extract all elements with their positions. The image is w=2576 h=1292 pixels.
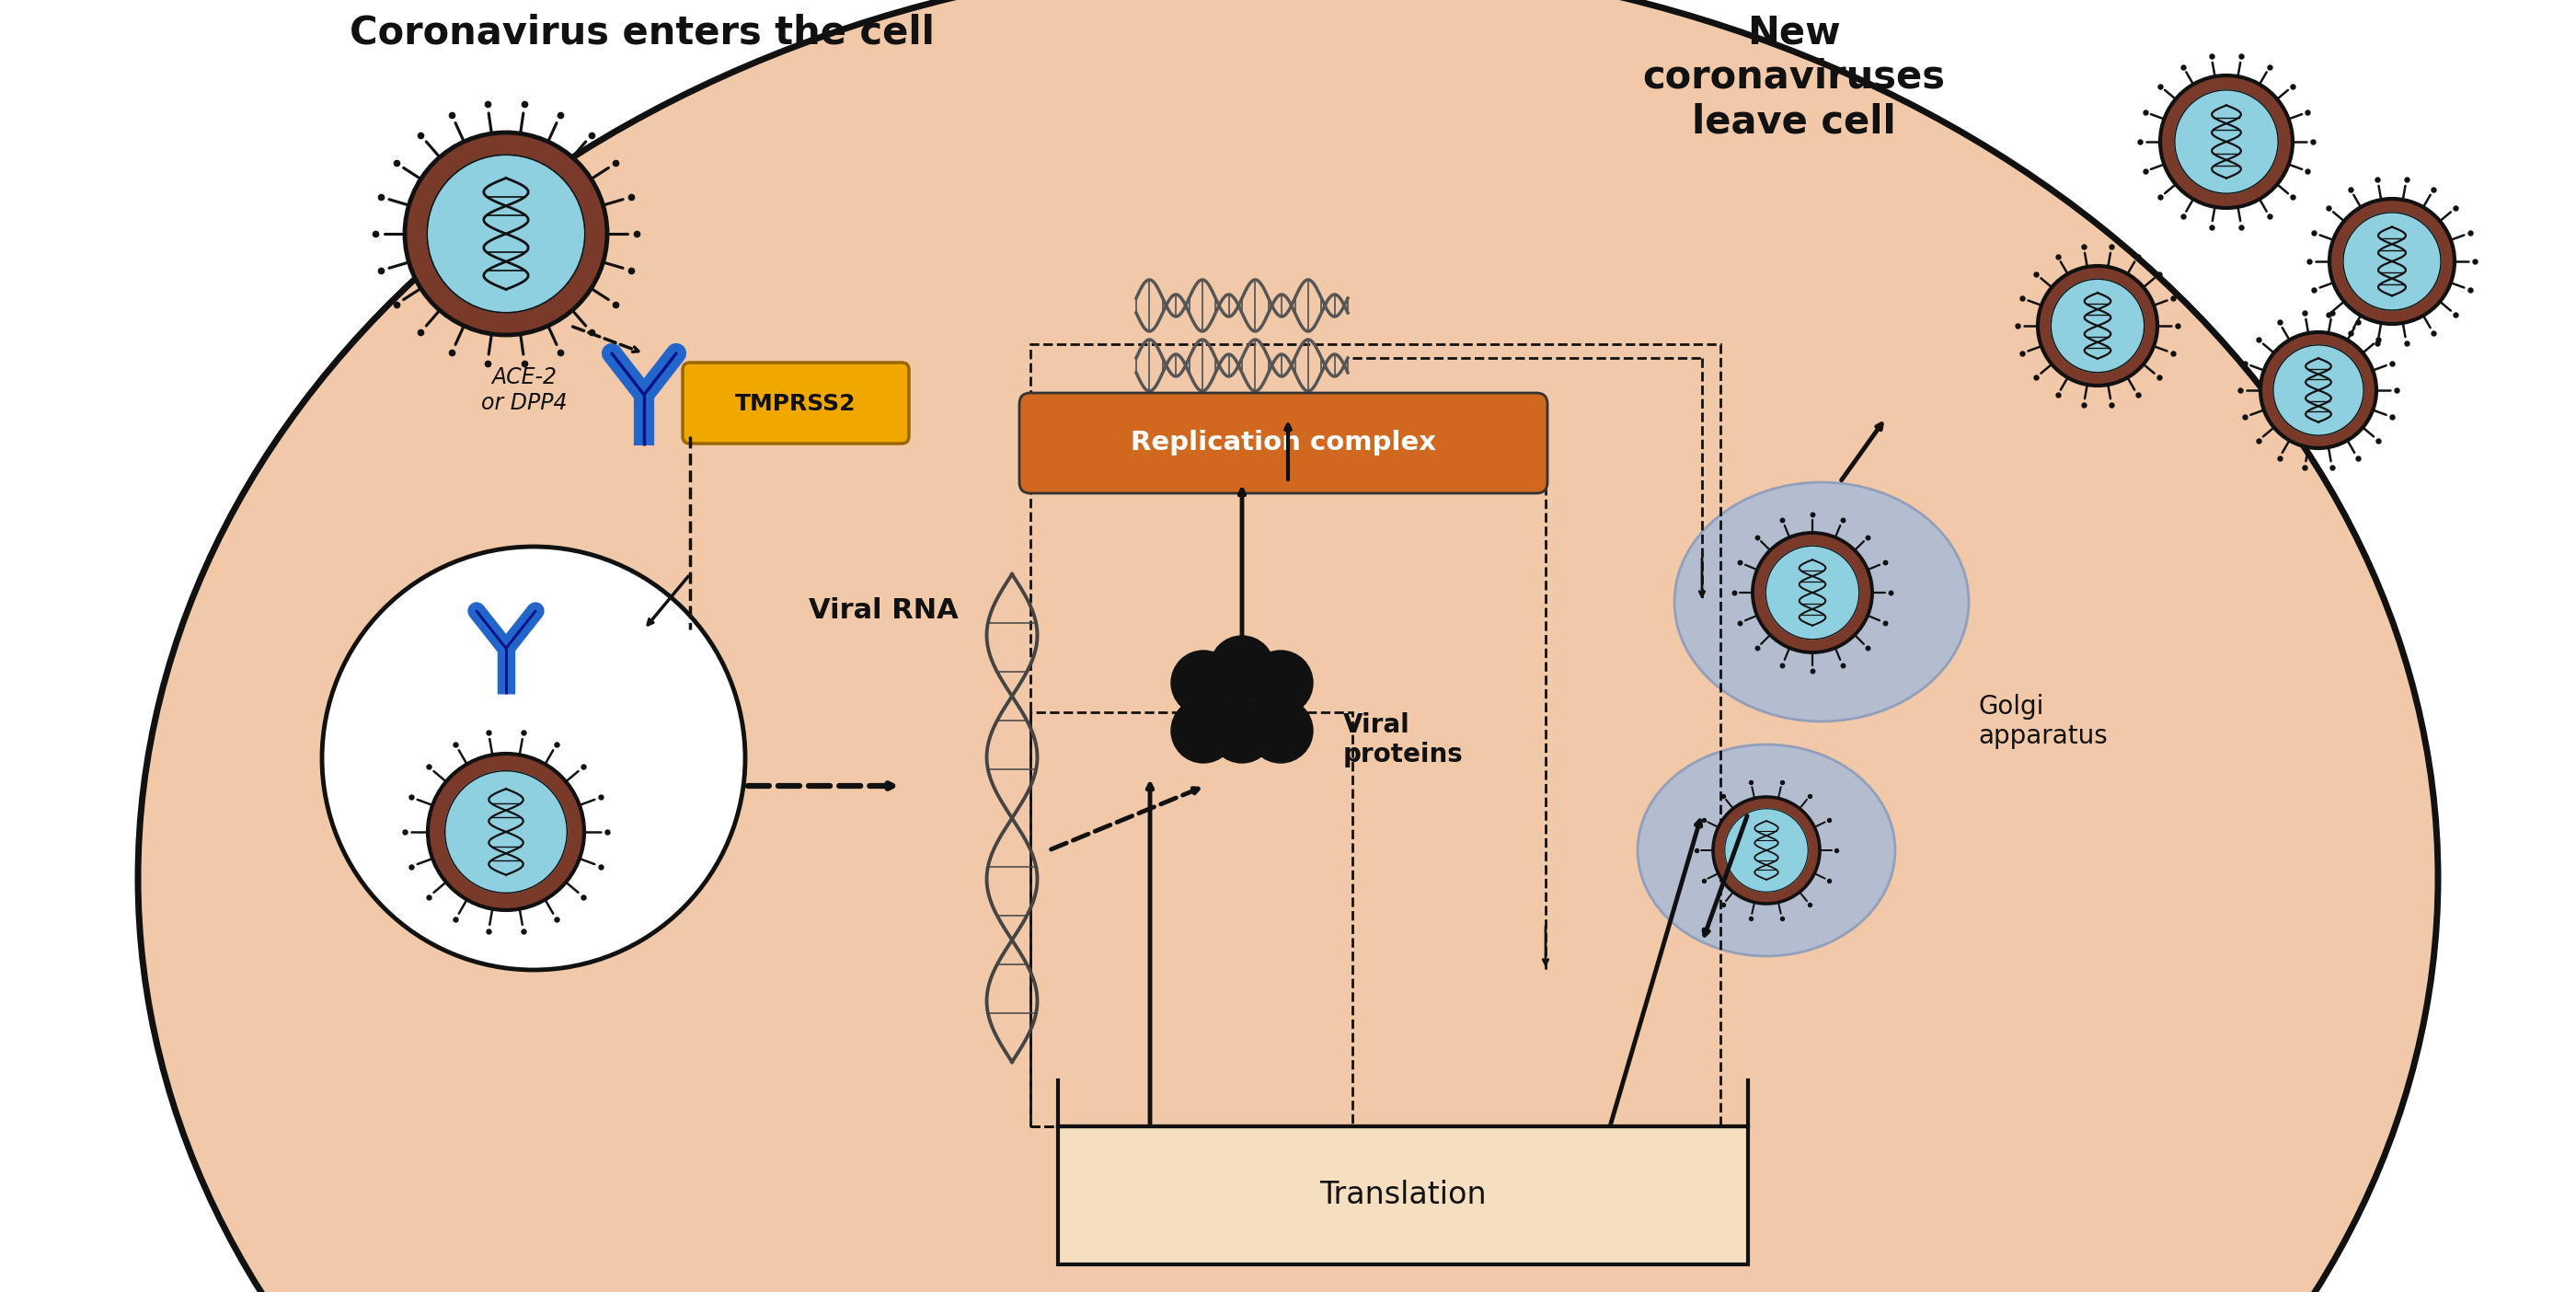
Circle shape: [446, 771, 567, 893]
Ellipse shape: [1674, 482, 1968, 721]
Text: Translation: Translation: [1319, 1180, 1486, 1211]
Bar: [1030, 712, 1352, 1127]
Text: New
coronaviruses
leave cell: New coronaviruses leave cell: [1643, 13, 1945, 141]
Text: TMPRSS2: TMPRSS2: [734, 393, 855, 415]
Circle shape: [1211, 699, 1275, 762]
Circle shape: [1249, 699, 1314, 762]
Circle shape: [1713, 797, 1819, 903]
Text: Golgi
apparatus: Golgi apparatus: [1978, 694, 2107, 749]
Circle shape: [1726, 809, 1808, 891]
Circle shape: [1752, 532, 1873, 652]
FancyBboxPatch shape: [1059, 1127, 1749, 1265]
Circle shape: [428, 753, 585, 910]
Bar: [1030, 344, 1721, 1127]
Circle shape: [2174, 90, 2277, 194]
Text: Viral RNA: Viral RNA: [809, 598, 958, 624]
Circle shape: [2344, 213, 2442, 310]
Circle shape: [1172, 651, 1236, 714]
Circle shape: [1249, 651, 1314, 714]
Circle shape: [2038, 266, 2159, 385]
Circle shape: [404, 133, 608, 335]
Circle shape: [1765, 547, 1860, 640]
Circle shape: [2161, 75, 2293, 208]
Circle shape: [2329, 199, 2455, 324]
Text: ACE-2
or DPP4: ACE-2 or DPP4: [482, 367, 567, 413]
Ellipse shape: [139, 0, 2437, 1292]
Circle shape: [2262, 332, 2375, 448]
Text: Replication complex: Replication complex: [1131, 430, 1437, 456]
Text: Coronavirus enters the cell: Coronavirus enters the cell: [350, 13, 935, 52]
FancyBboxPatch shape: [1020, 393, 1548, 494]
Circle shape: [2050, 279, 2143, 372]
Circle shape: [1211, 636, 1275, 700]
Circle shape: [2272, 345, 2365, 435]
Circle shape: [322, 547, 744, 970]
FancyBboxPatch shape: [683, 363, 909, 443]
Text: Viral
proteins: Viral proteins: [1342, 712, 1463, 767]
Circle shape: [1172, 699, 1236, 762]
Circle shape: [428, 155, 585, 313]
Ellipse shape: [1638, 744, 1896, 956]
